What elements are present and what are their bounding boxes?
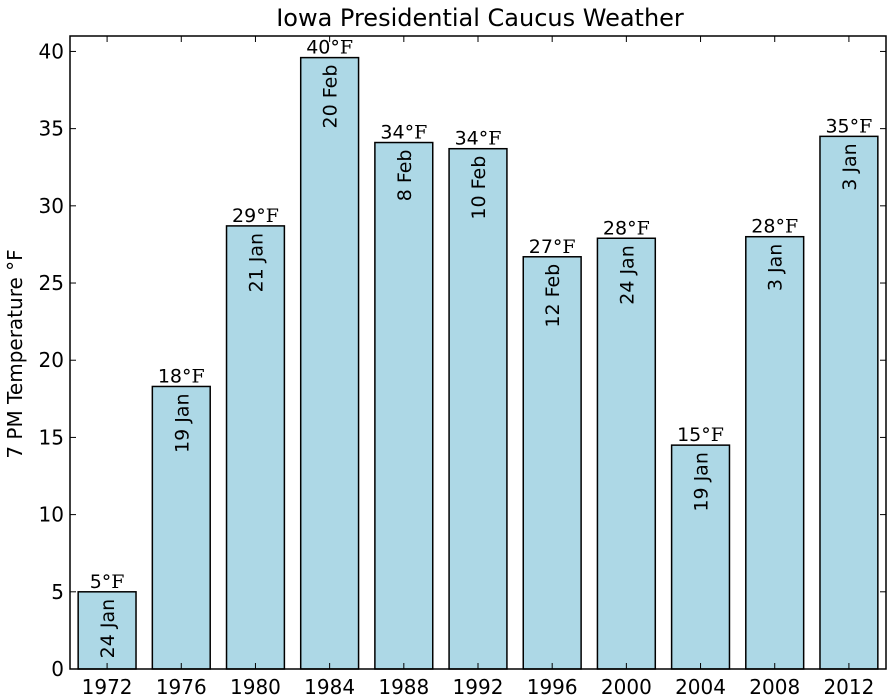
date-label-2012: 3 Jan [839, 143, 861, 190]
value-unit-1992: °F [479, 128, 502, 150]
x-tick-label-2000: 2000 [601, 675, 652, 699]
date-label-1972: 24 Jan [97, 599, 119, 659]
y-tick-label-0: 0 [51, 657, 64, 681]
value-number-1976: 18 [158, 365, 182, 387]
y-tick-label-35: 35 [39, 117, 64, 141]
x-tick-label-1988: 1988 [378, 675, 429, 699]
bar-2000 [596, 237, 657, 670]
value-label-1984: 40°F [306, 37, 353, 59]
ticks-group: 1972 1976 1980 1984 1988 1992 1996 2000 2004 2008… [39, 36, 886, 699]
value-unit-1972: °F [102, 571, 125, 593]
plot-area-frame [69, 35, 887, 670]
value-label-2008: 28°F [751, 216, 798, 238]
value-label-1988: 34°F [380, 122, 427, 144]
bar-1992 [448, 147, 508, 670]
value-number-2012: 35 [825, 115, 849, 137]
value-unit-1984: °F [330, 37, 353, 59]
value-unit-2012: °F [850, 115, 873, 137]
y-tick-label-5: 5 [51, 580, 64, 604]
value-number-1980: 29 [232, 205, 256, 227]
y-tick-label-40: 40 [39, 39, 64, 63]
bar-1976 [151, 385, 211, 670]
bar-1972 [77, 591, 137, 670]
bar-1984 [299, 56, 360, 670]
x-tick-label-1996: 1996 [527, 675, 578, 699]
bar-2008 [745, 235, 805, 670]
bar-1980 [225, 225, 286, 670]
value-number-1984: 40 [306, 37, 330, 59]
value-label-1972: 5°F [90, 571, 125, 593]
x-tick-label-2008: 2008 [749, 675, 800, 699]
x-tick-label-2004: 2004 [675, 675, 726, 699]
date-label-1992: 10 Feb [468, 156, 490, 220]
value-number-1996: 27 [529, 236, 553, 258]
value-unit-1988: °F [405, 122, 428, 144]
value-number-2008: 28 [751, 216, 775, 238]
value-label-2004: 15°F [677, 424, 724, 446]
date-label-1996: 12 Feb [542, 264, 564, 328]
value-number-1988: 34 [380, 122, 404, 144]
value-unit-2004: °F [701, 424, 724, 446]
y-axis-label: 7 PM Temperature °F [3, 249, 27, 458]
x-tick-label-1976: 1976 [156, 675, 207, 699]
bar-1996 [522, 256, 582, 670]
value-unit-1996: °F [553, 236, 576, 258]
y-tick-label-10: 10 [39, 503, 64, 527]
x-tick-label-1992: 1992 [453, 675, 504, 699]
value-unit-1980: °F [256, 205, 279, 227]
value-label-1992: 34°F [455, 128, 502, 150]
x-tick-label-1980: 1980 [230, 675, 281, 699]
bar-2004 [670, 444, 731, 670]
x-tick-label-1972: 1972 [82, 675, 133, 699]
chart-title: Iowa Presidential Caucus Weather [276, 4, 684, 32]
value-label-2000: 28°F [603, 217, 650, 239]
value-number-2004: 15 [677, 424, 701, 446]
value-number-1972: 5 [90, 571, 102, 593]
value-label-1996: 27°F [529, 236, 576, 258]
value-label-2012: 35°F [825, 115, 872, 137]
value-number-2000: 28 [603, 217, 627, 239]
y-tick-label-15: 15 [39, 425, 64, 449]
y-tick-label-30: 30 [39, 194, 64, 218]
value-unit-2008: °F [775, 216, 798, 238]
date-label-2004: 19 Jan [691, 452, 713, 512]
y-tick-label-20: 20 [39, 348, 64, 372]
date-label-2008: 3 Jan [765, 244, 787, 291]
date-label-1976: 19 Jan [171, 393, 193, 453]
value-number-1992: 34 [455, 128, 479, 150]
value-label-1980: 29°F [232, 205, 279, 227]
value-label-1976: 18°F [158, 365, 205, 387]
date-label-1980: 21 Jan [245, 233, 267, 293]
x-tick-label-2012: 2012 [823, 675, 874, 699]
x-tick-label-1984: 1984 [304, 675, 355, 699]
date-label-1988: 8 Feb [394, 150, 416, 202]
bar-2012 [819, 135, 879, 670]
y-tick-label-25: 25 [39, 271, 64, 295]
bar-1988 [374, 141, 434, 670]
date-label-1984: 20 Feb [320, 65, 342, 129]
value-unit-1976: °F [182, 365, 205, 387]
date-label-2000: 24 Jan [616, 245, 638, 305]
value-unit-2000: °F [627, 217, 650, 239]
